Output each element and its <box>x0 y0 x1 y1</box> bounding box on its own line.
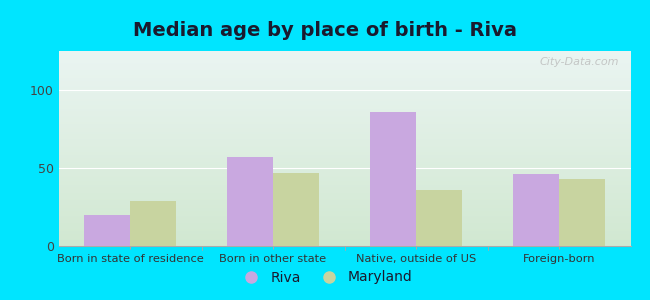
Text: Median age by place of birth - Riva: Median age by place of birth - Riva <box>133 21 517 40</box>
Bar <box>227 157 273 246</box>
Text: City-Data.com: City-Data.com <box>540 57 619 67</box>
Bar <box>559 179 604 246</box>
Bar <box>130 201 176 246</box>
Legend: Riva, Maryland: Riva, Maryland <box>231 265 419 290</box>
Bar <box>273 173 318 246</box>
Bar <box>84 215 130 246</box>
Bar <box>416 190 462 246</box>
Bar <box>514 174 559 246</box>
Bar <box>370 112 416 246</box>
